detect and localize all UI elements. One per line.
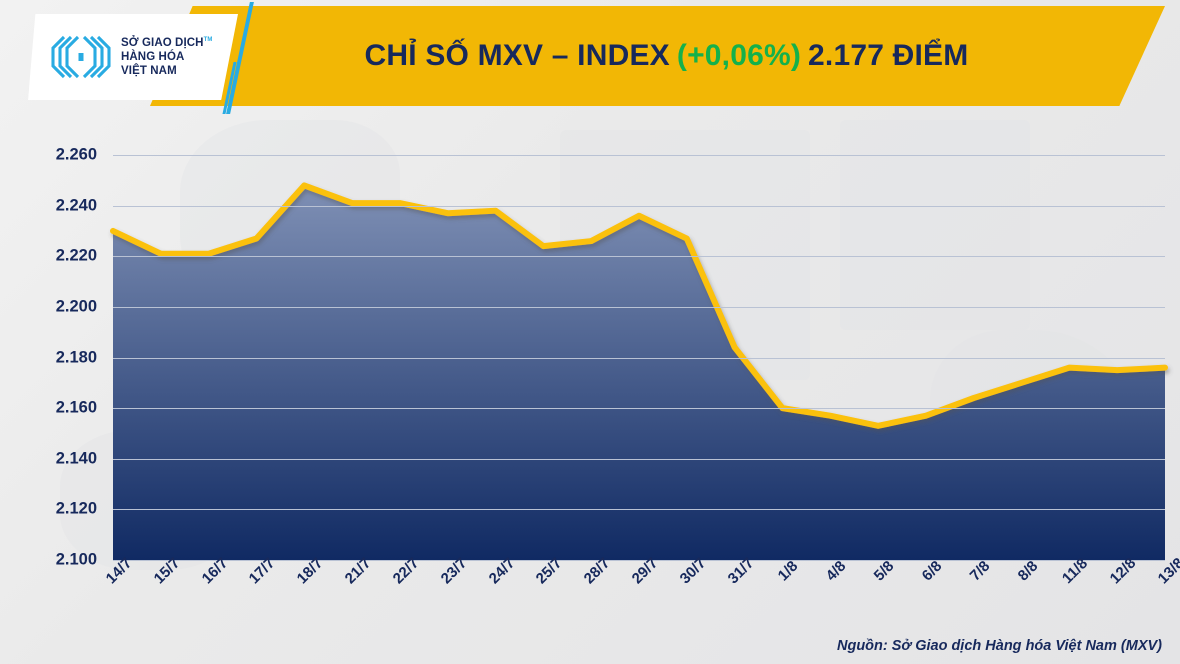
trademark-mark: TM [203, 37, 213, 44]
title-value: 2.177 ĐIỂM [808, 39, 969, 72]
x-axis-tick-label: 4/8 [822, 557, 850, 585]
chart-container: 2.100 2.120 2.140 2.160 2.180 2.200 2.220 2.240… [0, 118, 1180, 664]
x-axis-tick-label: 5/8 [870, 557, 898, 585]
y-axis-labels: 2.100 2.120 2.140 2.160 2.180 2.200 2.220 2.240… [0, 118, 105, 569]
gridline [113, 306, 1165, 308]
gridline [113, 458, 1165, 460]
brand-logo-text: SỞ GIAO DỊCHTM HÀNG HÓA VIỆT NAM [121, 36, 212, 78]
gridline [113, 256, 1165, 258]
x-axis-labels: 14/7 15/7 16/7 17/7 18/7 21/7 22/7 23/7 24/7 25/7… [103, 555, 1180, 645]
source-attribution: Nguồn: Sở Giao dịch Hàng hóa Việt Nam (M… [837, 638, 1162, 654]
brand-line-1: SỞ GIAO DỊCH [121, 36, 204, 49]
gridline [113, 357, 1165, 359]
y-axis-tick-label: 2.160 [55, 398, 97, 417]
gridline [113, 509, 1165, 511]
title-banner: CHỈ SỐ MXV – INDEX (+0,06%) 2.177 ĐIỂM [150, 6, 1165, 106]
y-axis-tick-label: 2.240 [55, 196, 97, 215]
x-axis-tick-label: 8/8 [1014, 557, 1041, 585]
brand-line-3: VIỆT NAM [121, 65, 177, 77]
gridline [113, 205, 1165, 207]
x-axis-tick-label: 6/8 [918, 557, 946, 585]
brand-logo: SỞ GIAO DỊCHTM HÀNG HÓA VIỆT NAM [28, 14, 238, 100]
y-axis-tick-label: 2.220 [55, 246, 97, 265]
mxv-maze-logo-icon [51, 35, 111, 79]
y-axis-tick-label: 2.100 [55, 550, 97, 569]
y-axis-tick-label: 2.260 [55, 145, 97, 164]
title-change-percent: (+0,06%) [676, 39, 802, 72]
gridline [113, 408, 1165, 410]
y-axis-tick-label: 2.140 [55, 449, 97, 468]
brand-line-2: HÀNG HÓA [121, 50, 185, 63]
area-fill [113, 185, 1165, 560]
value-line [110, 182, 1168, 429]
x-axis-tick-label: 7/8 [966, 557, 994, 585]
gridline [113, 155, 1165, 156]
x-axis-tick-label: 1/8 [775, 557, 802, 585]
page-title: CHỈ SỐ MXV – INDEX (+0,06%) 2.177 ĐIỂM [150, 6, 1165, 106]
title-main: CHỈ SỐ MXV – INDEX [364, 39, 670, 72]
gridline [113, 560, 1165, 561]
y-axis-tick-label: 2.180 [55, 348, 97, 366]
mxv-index-area-series [110, 182, 1168, 560]
plot-area [110, 155, 1168, 561]
page-header: CHỈ SỐ MXV – INDEX (+0,06%) 2.177 ĐIỂM [0, 0, 1180, 118]
y-axis-tick-label: 2.120 [55, 499, 97, 518]
y-axis-tick-label: 2.200 [55, 297, 97, 316]
